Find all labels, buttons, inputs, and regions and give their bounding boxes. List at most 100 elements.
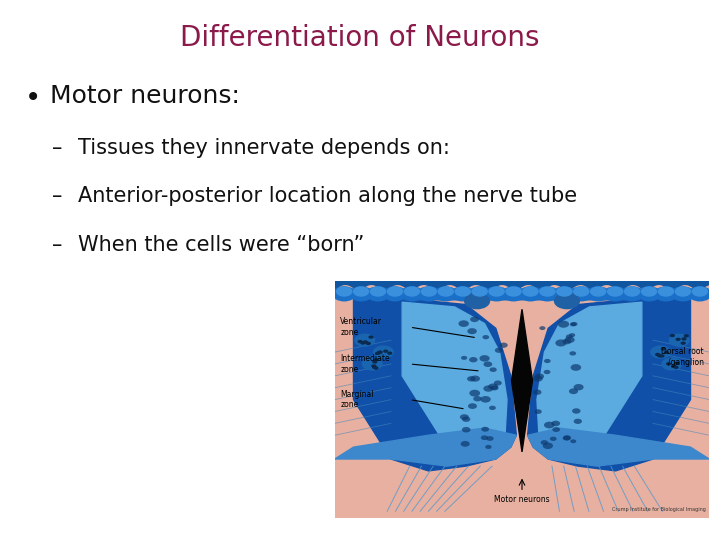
Circle shape xyxy=(354,334,375,347)
Circle shape xyxy=(373,358,379,361)
Circle shape xyxy=(460,414,469,420)
Circle shape xyxy=(488,286,505,296)
Circle shape xyxy=(544,370,551,374)
Circle shape xyxy=(349,286,373,301)
Circle shape xyxy=(358,340,363,343)
Circle shape xyxy=(464,293,490,309)
Circle shape xyxy=(558,321,569,328)
Circle shape xyxy=(562,436,570,441)
Circle shape xyxy=(533,389,541,395)
Circle shape xyxy=(671,364,676,368)
Circle shape xyxy=(688,286,712,301)
Circle shape xyxy=(420,286,437,296)
Text: neural
tube: neural tube xyxy=(207,478,233,497)
Circle shape xyxy=(363,340,368,343)
Circle shape xyxy=(369,335,374,339)
Circle shape xyxy=(454,286,471,296)
Circle shape xyxy=(485,445,492,449)
Text: Ventricular
zone: Ventricular zone xyxy=(341,318,382,337)
Circle shape xyxy=(572,408,580,414)
Circle shape xyxy=(535,374,544,379)
Circle shape xyxy=(637,286,661,301)
Circle shape xyxy=(383,286,407,301)
Circle shape xyxy=(472,286,488,296)
Circle shape xyxy=(556,286,572,296)
Circle shape xyxy=(544,422,554,428)
Circle shape xyxy=(569,333,575,337)
Circle shape xyxy=(434,286,458,301)
Circle shape xyxy=(467,376,475,382)
Text: Anterior-posterior location along the nerve tube: Anterior-posterior location along the ne… xyxy=(78,186,577,206)
Circle shape xyxy=(562,339,571,345)
Circle shape xyxy=(654,286,678,301)
Circle shape xyxy=(681,338,687,341)
Circle shape xyxy=(438,286,454,296)
Circle shape xyxy=(552,421,560,426)
Circle shape xyxy=(332,286,356,301)
Circle shape xyxy=(373,346,394,359)
Circle shape xyxy=(571,322,577,326)
Circle shape xyxy=(603,286,627,301)
Circle shape xyxy=(469,390,480,396)
Circle shape xyxy=(461,441,469,447)
Circle shape xyxy=(468,403,477,409)
Circle shape xyxy=(673,366,679,369)
Circle shape xyxy=(658,286,674,296)
Circle shape xyxy=(539,286,556,296)
Circle shape xyxy=(377,350,383,354)
Circle shape xyxy=(684,334,689,338)
Circle shape xyxy=(360,341,366,345)
Circle shape xyxy=(374,367,379,370)
Circle shape xyxy=(552,427,560,432)
Circle shape xyxy=(462,416,470,422)
Polygon shape xyxy=(335,269,709,292)
Circle shape xyxy=(534,375,543,382)
Circle shape xyxy=(539,326,546,330)
Circle shape xyxy=(481,427,489,431)
Circle shape xyxy=(372,364,377,368)
Polygon shape xyxy=(402,302,507,452)
Circle shape xyxy=(353,286,369,296)
Circle shape xyxy=(488,383,498,390)
Circle shape xyxy=(467,328,477,334)
Circle shape xyxy=(552,286,576,301)
Circle shape xyxy=(692,286,708,296)
Circle shape xyxy=(569,388,578,394)
Circle shape xyxy=(661,347,666,351)
Text: Intermediate
zone: Intermediate zone xyxy=(341,354,390,374)
Circle shape xyxy=(495,348,503,353)
Circle shape xyxy=(550,437,557,441)
Circle shape xyxy=(544,359,551,363)
Circle shape xyxy=(570,286,593,301)
Circle shape xyxy=(661,357,683,370)
Circle shape xyxy=(586,286,610,301)
Circle shape xyxy=(361,357,383,370)
Circle shape xyxy=(650,346,671,359)
Circle shape xyxy=(675,338,680,341)
Circle shape xyxy=(573,286,590,296)
Text: Marginal
zone: Marginal zone xyxy=(341,390,374,409)
Circle shape xyxy=(400,286,424,301)
Circle shape xyxy=(486,436,494,441)
Circle shape xyxy=(564,336,575,343)
Text: Crump Institute for Biological Imaging: Crump Institute for Biological Imaging xyxy=(611,508,706,512)
Circle shape xyxy=(387,286,403,296)
Circle shape xyxy=(404,286,420,296)
Text: –: – xyxy=(52,235,62,255)
Circle shape xyxy=(505,286,522,296)
Circle shape xyxy=(417,286,441,301)
Circle shape xyxy=(480,396,491,403)
Circle shape xyxy=(481,435,488,440)
Polygon shape xyxy=(354,298,516,471)
Circle shape xyxy=(607,286,624,296)
Circle shape xyxy=(459,320,469,327)
Circle shape xyxy=(470,316,479,322)
Text: Lateral  View: Lateral View xyxy=(207,298,277,306)
Circle shape xyxy=(372,366,377,369)
Circle shape xyxy=(522,286,539,296)
Circle shape xyxy=(671,286,695,301)
Circle shape xyxy=(484,361,492,367)
Circle shape xyxy=(570,351,576,355)
Text: Tissues they innervate depends on:: Tissues they innervate depends on: xyxy=(78,138,449,158)
Text: Motor neurons: Motor neurons xyxy=(494,495,550,504)
